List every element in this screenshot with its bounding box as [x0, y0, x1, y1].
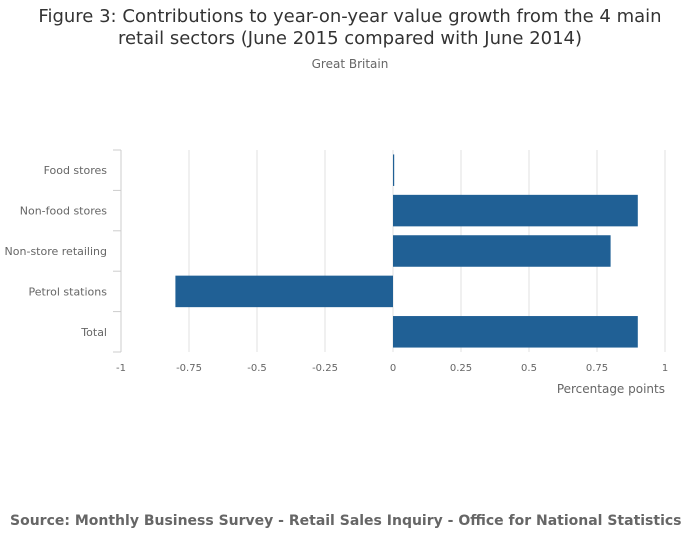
x-tick-label: 0: [390, 363, 396, 374]
x-tick-label: 1: [662, 363, 668, 374]
x-tick-label: -1: [116, 363, 126, 374]
category-label: Total: [80, 326, 107, 339]
category-label: Non-store retailing: [5, 245, 107, 258]
bar: [393, 194, 638, 227]
category-label: Food stores: [44, 164, 108, 177]
category-label: Non-food stores: [20, 205, 108, 218]
x-tick-label: 0.25: [450, 363, 472, 374]
bar: [393, 154, 395, 186]
x-axis-title: Percentage points: [557, 382, 665, 396]
category-label: Petrol stations: [29, 285, 108, 298]
bar: [393, 235, 611, 267]
bar: [393, 316, 638, 348]
x-tick-label: -0.25: [312, 363, 338, 374]
chart-title: Figure 3: Contributions to year-on-year …: [38, 6, 662, 49]
x-tick-label: 0.75: [586, 363, 608, 374]
bar: [175, 275, 393, 308]
x-tick-label: 0.5: [521, 363, 537, 374]
x-tick-label: -0.75: [176, 363, 202, 374]
x-tick-label: -0.5: [247, 363, 267, 374]
source-note: Source: Monthly Business Survey - Retail…: [10, 513, 682, 529]
chart-subtitle: Great Britain: [311, 57, 389, 71]
